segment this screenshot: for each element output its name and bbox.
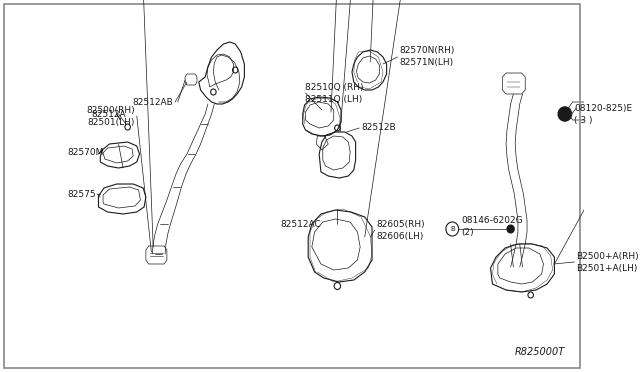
Circle shape: [507, 225, 515, 233]
Text: 82512AC: 82512AC: [281, 219, 321, 228]
Text: 82606(LH): 82606(LH): [376, 231, 424, 241]
Text: R825000T: R825000T: [515, 347, 565, 357]
Text: S: S: [563, 111, 568, 117]
Text: 82512A: 82512A: [91, 109, 126, 119]
Text: S: S: [562, 111, 566, 117]
Text: 82512AB: 82512AB: [132, 97, 173, 106]
Text: 82500(RH): 82500(RH): [86, 106, 135, 115]
Text: (2): (2): [461, 228, 474, 237]
Circle shape: [558, 107, 571, 121]
Text: B: B: [450, 226, 454, 232]
Text: 08120-825)E: 08120-825)E: [575, 103, 632, 112]
Text: 82501(LH): 82501(LH): [88, 118, 135, 126]
Text: 82512B: 82512B: [361, 122, 396, 131]
Text: 82605(RH): 82605(RH): [376, 219, 425, 228]
Text: 08146-6202G: 08146-6202G: [461, 215, 523, 224]
Text: 82571N(LH): 82571N(LH): [399, 58, 454, 67]
Text: B2500+A(RH): B2500+A(RH): [576, 251, 639, 260]
Text: ( 3 ): ( 3 ): [575, 115, 593, 125]
Text: 82570M: 82570M: [67, 148, 104, 157]
Text: 82570N(RH): 82570N(RH): [399, 45, 455, 55]
Text: 82510Q (RH): 82510Q (RH): [305, 83, 364, 92]
Text: B2501+A(LH): B2501+A(LH): [576, 263, 637, 273]
Text: 82575: 82575: [67, 189, 96, 199]
Text: 82511Q (LH): 82511Q (LH): [305, 94, 363, 103]
